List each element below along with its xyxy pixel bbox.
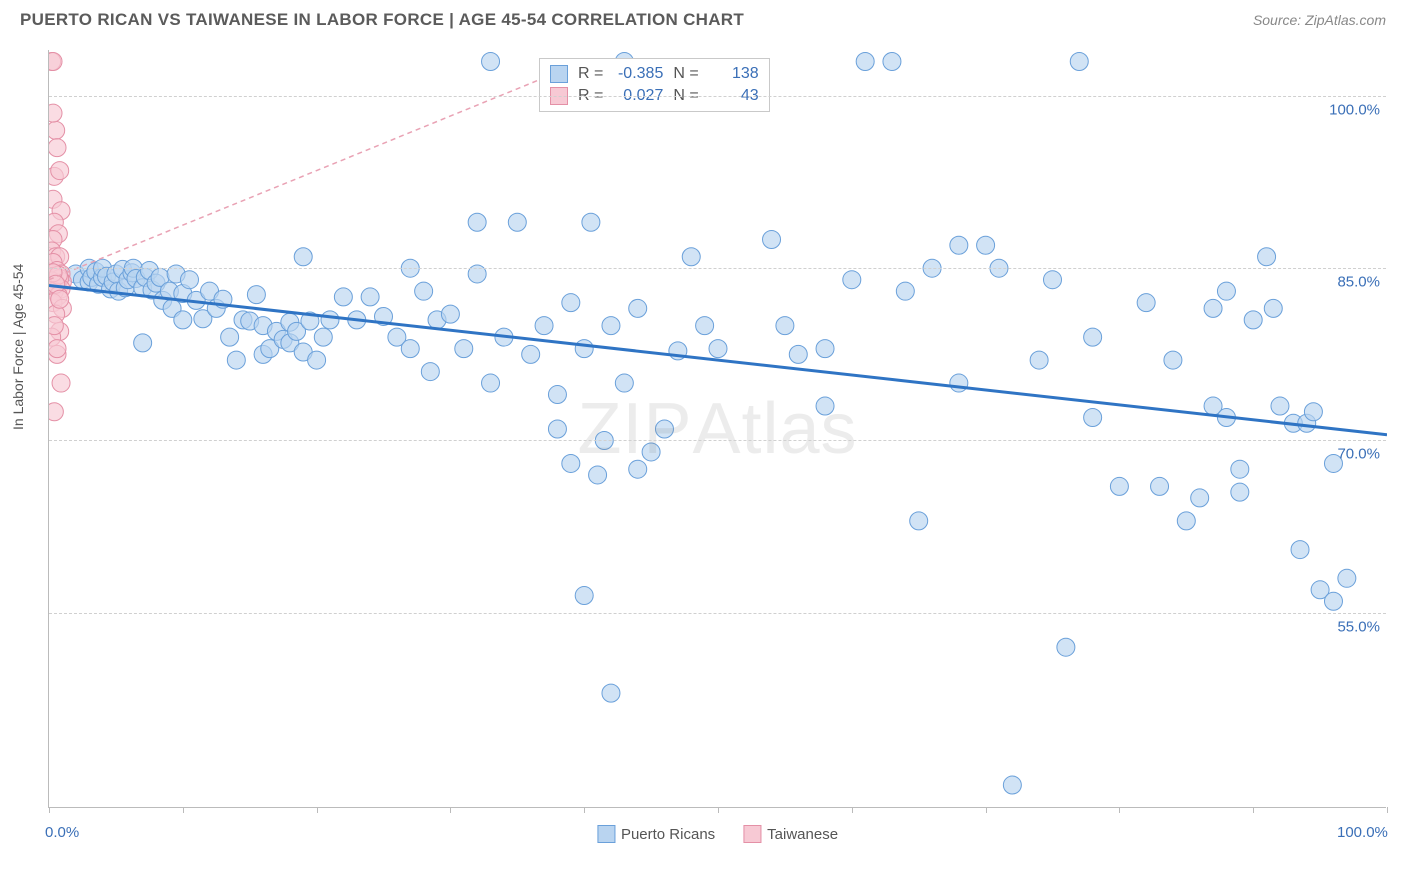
x-tick (317, 807, 318, 813)
gridline (49, 440, 1386, 441)
n-value: 138 (709, 65, 759, 83)
legend-label: Taiwanese (767, 826, 838, 843)
legend: Puerto Ricans Taiwanese (597, 825, 838, 843)
x-tick (450, 807, 451, 813)
r-value: -0.385 (613, 65, 663, 83)
corr-row: R = -0.385 N = 138 (550, 63, 759, 85)
x-tick (986, 807, 987, 813)
x-tick-label: 100.0% (1337, 824, 1388, 841)
source-label: Source: ZipAtlas.com (1253, 12, 1386, 28)
x-tick (1119, 807, 1120, 813)
x-tick (183, 807, 184, 813)
y-tick-label: 55.0% (1337, 618, 1380, 635)
y-tick-label: 85.0% (1337, 274, 1380, 291)
x-tick (852, 807, 853, 813)
chart-area: ZIPAtlas R = -0.385 N = 138 R = 0.027 N … (48, 50, 1386, 808)
gridline (49, 96, 1386, 97)
gridline (49, 268, 1386, 269)
x-tick (1387, 807, 1388, 813)
x-tick (584, 807, 585, 813)
swatch-icon (597, 825, 615, 843)
chart-title: PUERTO RICAN VS TAIWANESE IN LABOR FORCE… (20, 10, 744, 30)
swatch-icon (550, 65, 568, 83)
x-tick (1253, 807, 1254, 813)
x-tick (718, 807, 719, 813)
x-tick-label: 0.0% (45, 824, 79, 841)
x-tick (49, 807, 50, 813)
y-axis-label: In Labor Force | Age 45-54 (10, 264, 26, 430)
n-label: N = (673, 65, 698, 83)
legend-item: Taiwanese (743, 825, 838, 843)
gridline (49, 613, 1386, 614)
correlation-box: R = -0.385 N = 138 R = 0.027 N = 43 (539, 58, 770, 112)
y-tick-label: 70.0% (1337, 446, 1380, 463)
legend-item: Puerto Ricans (597, 825, 715, 843)
swatch-icon (743, 825, 761, 843)
y-tick-label: 100.0% (1329, 101, 1380, 118)
r-label: R = (578, 65, 603, 83)
scatter-plot (49, 50, 1387, 808)
legend-label: Puerto Ricans (621, 826, 715, 843)
